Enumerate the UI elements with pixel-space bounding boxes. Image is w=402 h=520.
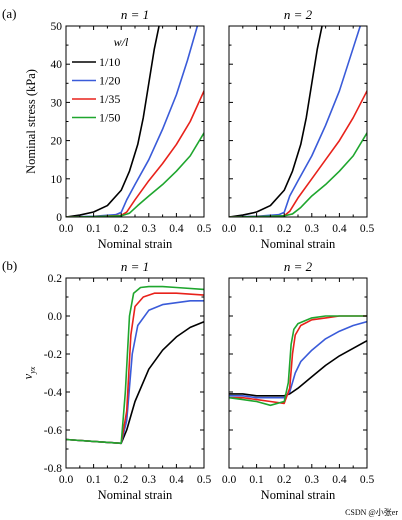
series-line-1-10 [66,26,160,217]
x-tick-label: 0.4 [332,223,347,235]
y-tick-label: 0.2 [48,273,63,285]
series-line-1-10 [229,26,323,217]
legend-title: w/l [114,35,129,49]
panel-label: (a) [2,6,16,21]
x-tick-label: 0.0 [222,223,237,235]
y-axis-label-subscript: yx [28,366,37,375]
panel-title: n = 2 [284,259,313,274]
legend-entry-1-35: 1/35 [99,92,120,106]
x-tick-label: 0.5 [197,223,212,235]
x-tick-label: 0.2 [114,223,129,235]
x-axis-label: Nominal strain [98,237,173,251]
x-tick-label: 0.0 [59,223,74,235]
series-line-1-20 [229,320,367,399]
panel-title: n = 1 [121,7,149,22]
x-axis-label: Nominal strain [261,237,336,251]
y-axis-label: νyx [21,366,37,379]
x-tick-label: 0.4 [169,474,184,486]
panel-a-n2: 0.0 0.1 0.2 0.3 0.4 0.5 Nominal strain n = 2 [222,7,375,251]
x-tick-label: 0.5 [360,223,375,235]
legend-entry-1-20: 1/20 [99,74,120,88]
x-axis-label: Nominal strain [98,488,173,502]
y-tick-label: 30 [51,97,63,109]
x-tick-label: 0.2 [277,474,292,486]
series-line-1-20 [229,26,362,217]
x-tick-label: 0.5 [360,474,375,486]
axes-frame [228,277,368,469]
y-tick-label: 0 [56,212,62,224]
panel-b-n2: 0.0 0.1 0.2 0.3 0.4 0.5 Nominal strain n = 2 [222,259,375,502]
series-line-1-20 [66,299,204,445]
x-tick-label: 0.1 [249,223,264,235]
y-tick-label: -0.8 [44,463,62,475]
x-tick-label: 0.3 [305,474,320,486]
x-tick-label: 0.0 [59,474,74,486]
legend-entry-1-50: 1/50 [99,111,120,125]
panel-title: n = 2 [284,7,313,22]
series-line-1-50 [229,315,367,407]
series-line-1-35 [66,292,204,445]
y-tick-label: 20 [51,136,63,148]
y-axis-label: Nominal stress (kPa) [24,69,38,174]
x-tick-label: 0.3 [142,474,157,486]
y-tick-label: 50 [51,21,63,33]
x-tick-label: 0.0 [222,474,237,486]
x-axis-label: Nominal strain [261,488,336,502]
series-line-1-50 [66,285,204,445]
y-tick-label: 10 [51,174,63,186]
x-tick-label: 0.5 [197,474,212,486]
x-tick-label: 0.1 [86,223,101,235]
y-tick-label: 0.0 [48,311,63,323]
y-tick-label: -0.4 [44,387,62,399]
legend-entry-1-10: 1/10 [99,55,120,69]
axes-frame [228,25,368,218]
x-tick-label: 0.2 [114,474,129,486]
axes-frame [65,25,205,218]
legend: w/l 1/10 1/20 1/35 1/50 [72,35,129,125]
y-axis-label-main: ν [21,373,35,379]
x-tick-label: 0.4 [169,223,184,235]
x-tick-label: 0.2 [277,223,292,235]
panel-title: n = 1 [121,259,149,274]
series-line-1-50 [66,132,204,217]
x-tick-label: 0.3 [142,223,157,235]
y-tick-label: -0.6 [44,425,62,437]
y-tick-label: -0.2 [44,349,62,361]
panel-label: (b) [2,258,17,273]
x-tick-label: 0.1 [249,474,264,486]
series-line-1-35 [229,315,367,405]
panel-a-n1: 0.0 0.1 0.2 0.3 0.4 0.5 0 10 20 30 40 50 Nominal str… [2,6,211,251]
series-line-1-50 [229,132,367,217]
x-tick-label: 0.3 [305,223,320,235]
x-tick-label: 0.4 [332,474,347,486]
watermark: CSDN @小张er [345,508,398,517]
series-line-1-10 [229,339,367,397]
x-tick-label: 0.1 [86,474,101,486]
y-tick-label: 40 [51,59,63,71]
panel-b-n1: 0.0 0.1 0.2 0.3 0.4 0.5 0.2 0.0 -0.2 -0.4 -0.6 -0.8… [2,258,211,502]
series-line-1-20 [66,26,199,217]
